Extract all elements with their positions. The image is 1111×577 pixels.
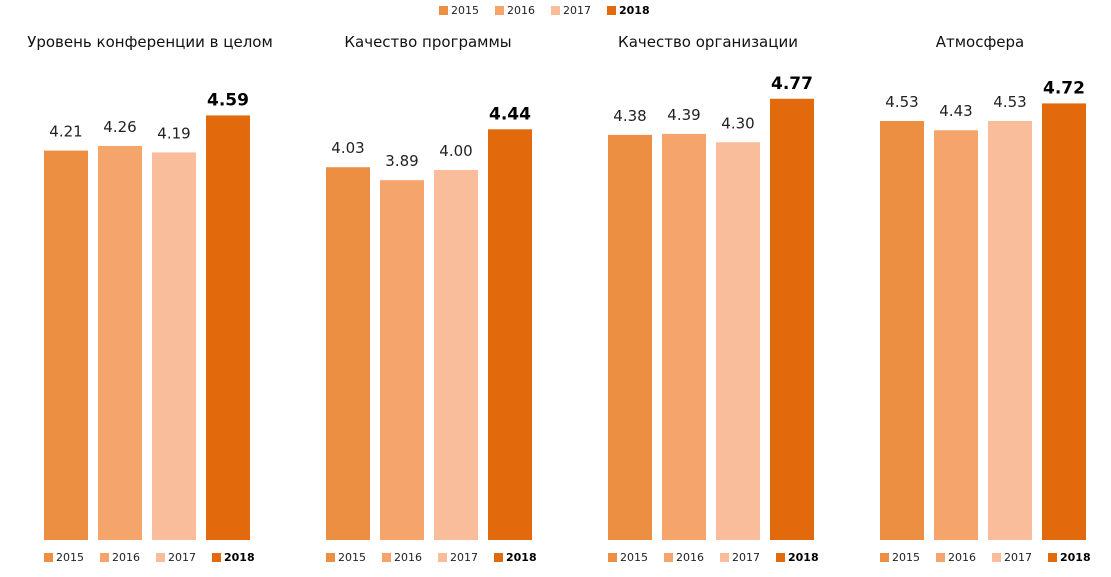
data-label-2015: 4.53 bbox=[885, 93, 918, 111]
data-label-2016: 3.89 bbox=[385, 152, 418, 170]
bar-2017 bbox=[152, 152, 196, 541]
top-legend-label-2018: 2018 bbox=[619, 4, 650, 17]
panel-title: Качество организации bbox=[618, 33, 798, 51]
panel-4-legend-swatch-2015 bbox=[880, 553, 889, 562]
bar-2016 bbox=[934, 130, 978, 540]
data-label-2018: 4.59 bbox=[207, 90, 249, 110]
panel-4-legend-swatch-2016 bbox=[936, 553, 945, 562]
panel-4-legend-swatch-2017 bbox=[992, 553, 1001, 562]
panel-4-legend-label-2015: 2015 bbox=[892, 551, 920, 564]
bar-2015 bbox=[608, 134, 652, 540]
top-legend-swatch-2016 bbox=[495, 6, 504, 15]
panel-title: Атмосфера bbox=[936, 33, 1025, 51]
data-label-2015: 4.21 bbox=[49, 123, 82, 141]
panel-2-legend-swatch-2015 bbox=[326, 553, 335, 562]
panel-3-legend-label-2015: 2015 bbox=[620, 551, 648, 564]
panel-1-legend-swatch-2016 bbox=[100, 553, 109, 562]
panel-2-legend-swatch-2017 bbox=[438, 553, 447, 562]
data-label-2018: 4.72 bbox=[1043, 78, 1085, 98]
panel-2-legend-swatch-2016 bbox=[382, 553, 391, 562]
top-legend-swatch-2017 bbox=[551, 6, 560, 15]
bar-2016 bbox=[98, 145, 142, 540]
bar-2015 bbox=[326, 167, 370, 540]
panel-4-legend-swatch-2018 bbox=[1048, 553, 1057, 562]
bar-2017 bbox=[988, 120, 1032, 540]
bar-2018 bbox=[1042, 103, 1086, 541]
panel-3-legend-label-2016: 2016 bbox=[676, 551, 704, 564]
panel-2-legend-label-2017: 2017 bbox=[450, 551, 478, 564]
bar-2018 bbox=[770, 98, 814, 541]
bar-2015 bbox=[880, 120, 924, 540]
panel-1-legend-label-2017: 2017 bbox=[168, 551, 196, 564]
data-label-2016: 4.26 bbox=[103, 118, 136, 136]
panel-3-legend-label-2018: 2018 bbox=[788, 551, 819, 564]
panel-1-legend-label-2018: 2018 bbox=[224, 551, 255, 564]
panel-3: Качество организации 4.38 4.39 4.30 4.77 2015… bbox=[608, 33, 819, 564]
data-label-2017: 4.00 bbox=[439, 142, 472, 160]
data-label-2018: 4.44 bbox=[489, 104, 531, 124]
panel-2-legend-label-2016: 2016 bbox=[394, 551, 422, 564]
bar-2016 bbox=[380, 180, 424, 541]
panel-1-legend-swatch-2018 bbox=[212, 553, 221, 562]
panel-3-legend-swatch-2016 bbox=[664, 553, 673, 562]
panel-3-legend-swatch-2015 bbox=[608, 553, 617, 562]
bar-2017 bbox=[716, 142, 760, 540]
panel-title: Качество программы bbox=[344, 33, 511, 51]
panel-2-legend-label-2015: 2015 bbox=[338, 551, 366, 564]
panel-legend: 2015 2016 2017 2018 bbox=[608, 551, 819, 564]
bar-2017 bbox=[434, 170, 478, 540]
panel-4-legend-label-2017: 2017 bbox=[1004, 551, 1032, 564]
panel-1-legend-label-2015: 2015 bbox=[56, 551, 84, 564]
bar-2016 bbox=[662, 133, 706, 541]
top-legend-label-2016: 2016 bbox=[507, 4, 535, 17]
panel-1: Уровень конференции в целом 4.21 4.26 4.19 4… bbox=[27, 33, 273, 564]
panel-legend: 2015 2016 2017 2018 bbox=[44, 551, 255, 564]
panel-1-legend-label-2016: 2016 bbox=[112, 551, 140, 564]
bar-2018 bbox=[488, 129, 532, 541]
bar-2018 bbox=[206, 115, 250, 541]
data-label-2015: 4.03 bbox=[331, 139, 364, 157]
top-legend-label-2017: 2017 bbox=[563, 4, 591, 17]
panel-3-legend-swatch-2017 bbox=[720, 553, 729, 562]
data-label-2016: 4.39 bbox=[667, 106, 700, 124]
panel-legend: 2015 2016 2017 2018 bbox=[326, 551, 537, 564]
data-label-2017: 4.19 bbox=[157, 124, 190, 142]
panel-1-legend-swatch-2015 bbox=[44, 553, 53, 562]
top-legend-swatch-2018 bbox=[607, 6, 616, 15]
panel-legend: 2015 2016 2017 2018 bbox=[880, 551, 1091, 564]
panel-2-legend-label-2018: 2018 bbox=[506, 551, 537, 564]
panel-3-legend-swatch-2018 bbox=[776, 553, 785, 562]
panel-2-legend-swatch-2018 bbox=[494, 553, 503, 562]
chart-panels: Уровень конференции в целом 4.21 4.26 4.19 4… bbox=[27, 33, 1090, 564]
top-legend-swatch-2015 bbox=[439, 6, 448, 15]
top-legend-label-2015: 2015 bbox=[451, 4, 479, 17]
top-legend: 2015 2016 2017 2018 bbox=[439, 4, 650, 17]
data-label-2016: 4.43 bbox=[939, 102, 972, 120]
data-label-2017: 4.53 bbox=[993, 93, 1026, 111]
panel-3-legend-label-2017: 2017 bbox=[732, 551, 760, 564]
bar-2015 bbox=[44, 150, 88, 540]
panel-title: Уровень конференции в целом bbox=[27, 33, 273, 51]
data-label-2018: 4.77 bbox=[771, 74, 813, 94]
data-label-2015: 4.38 bbox=[613, 107, 646, 125]
panel-4-legend-label-2016: 2016 bbox=[948, 551, 976, 564]
panel-1-legend-swatch-2017 bbox=[156, 553, 165, 562]
data-label-2017: 4.30 bbox=[721, 114, 754, 132]
panel-4-legend-label-2018: 2018 bbox=[1060, 551, 1091, 564]
